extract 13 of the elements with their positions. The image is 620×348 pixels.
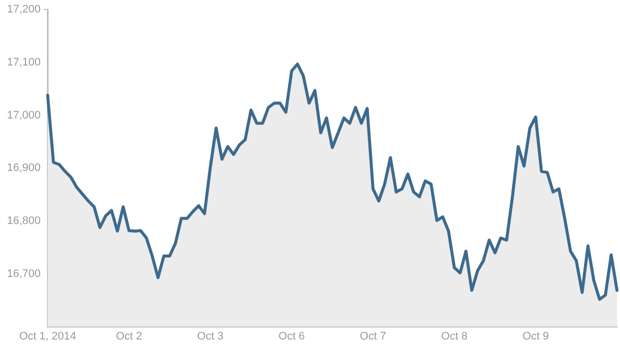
x-tick-label: Oct 1, 2014 (19, 330, 76, 342)
y-tick-label: 17,000 (6, 109, 41, 122)
y-tick-label: 16,800 (6, 215, 41, 228)
y-tick-label: 16,700 (6, 268, 41, 280)
x-tick-label: Oct 8 (441, 330, 468, 342)
x-tick-label: Oct 2 (116, 330, 142, 342)
y-tick-label: 17,200 (6, 4, 41, 16)
x-tick-label: Oct 6 (278, 330, 305, 342)
x-tick-label: Oct 9 (522, 330, 549, 342)
x-tick-label: Oct 7 (360, 330, 386, 342)
y-tick-label: 17,100 (6, 56, 41, 68)
y-tick-label: 16,900 (6, 162, 41, 174)
x-tick-label: Oct 3 (197, 330, 224, 342)
